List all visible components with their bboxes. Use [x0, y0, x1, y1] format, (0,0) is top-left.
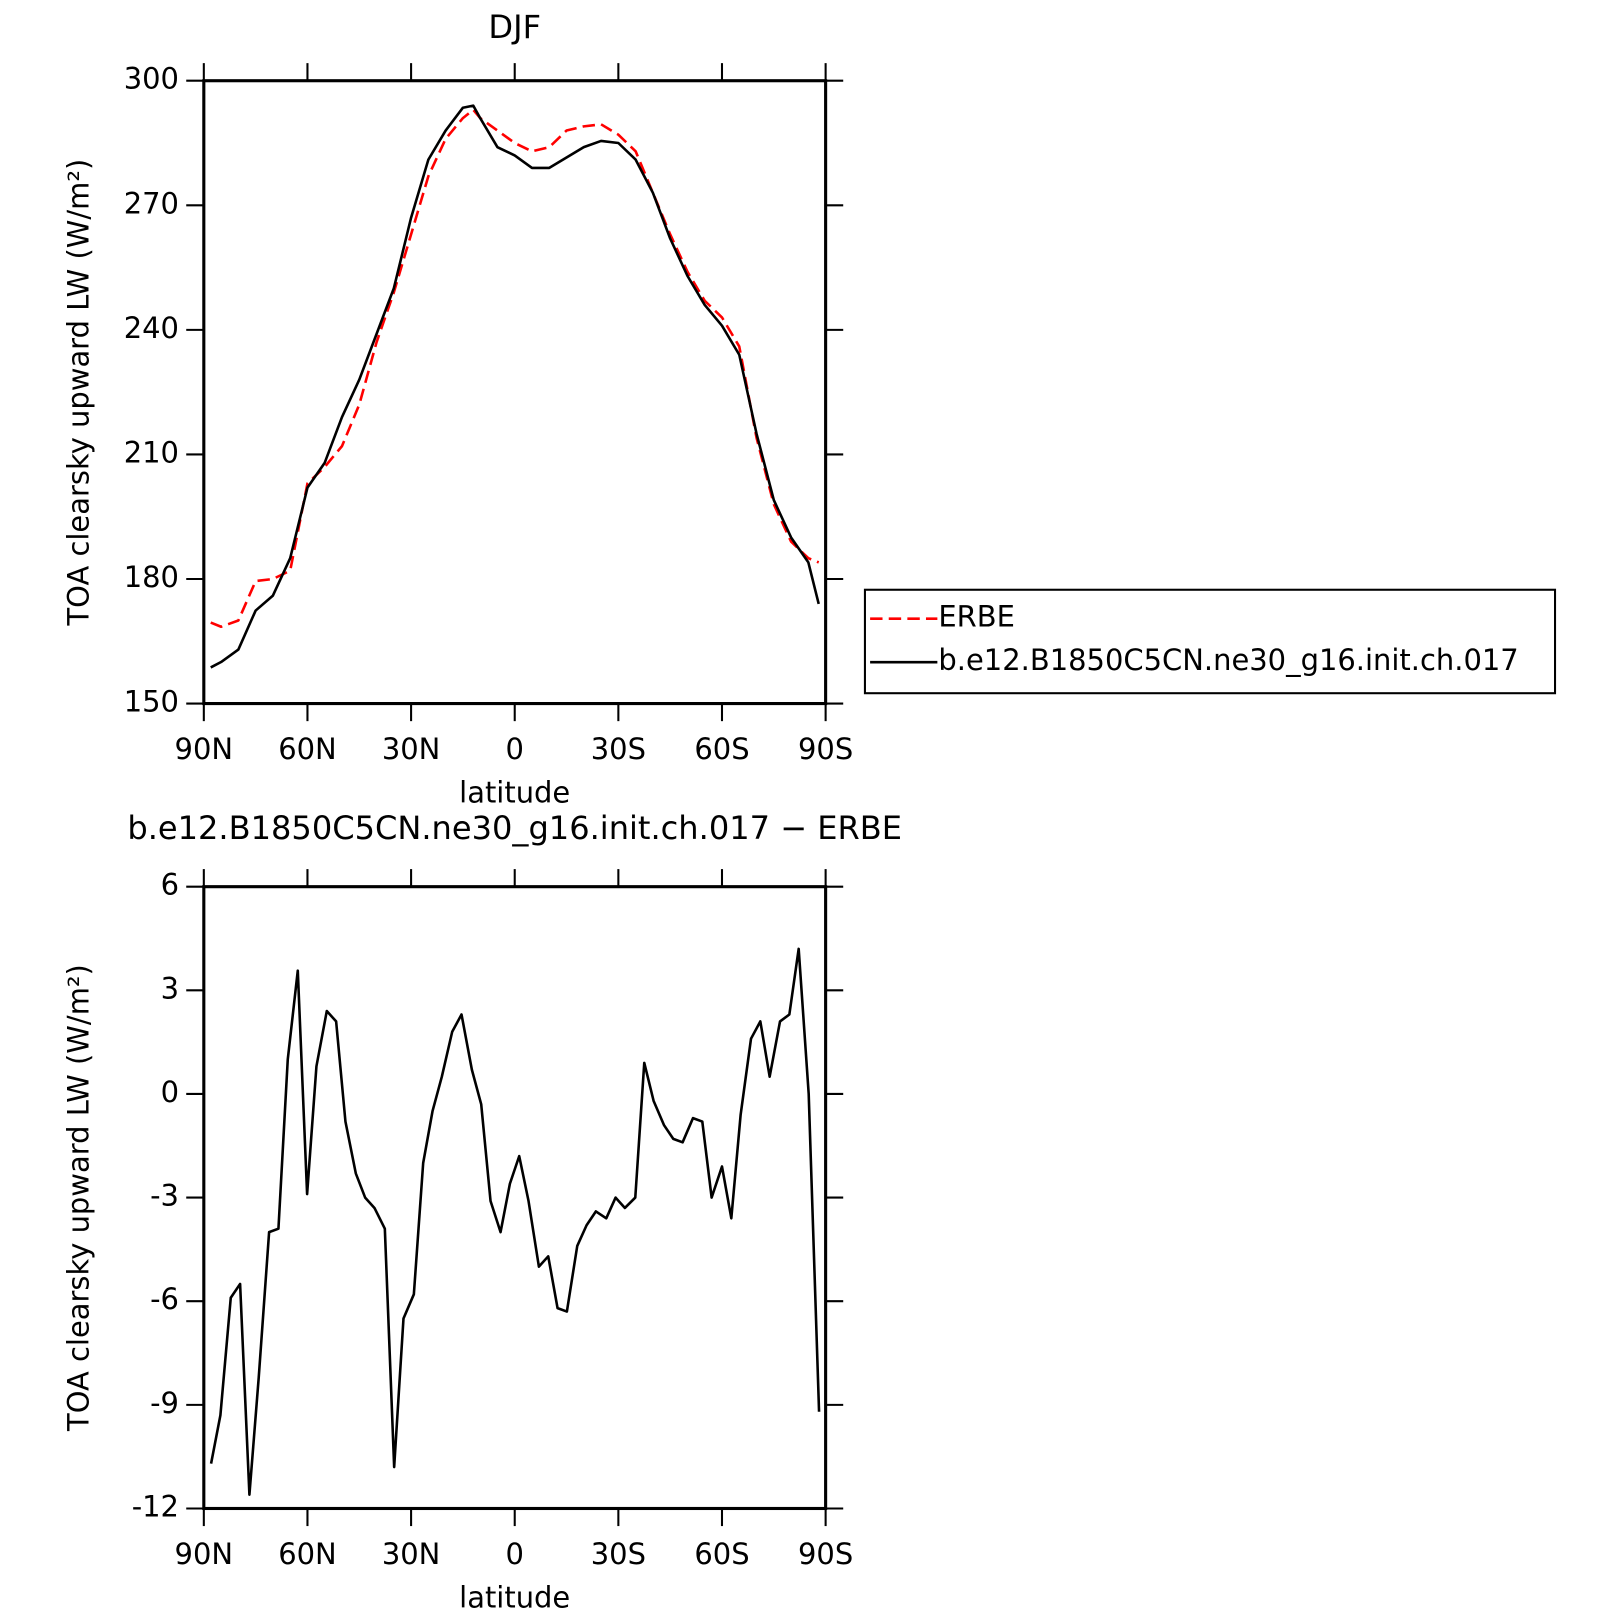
y-tick-label: 0 [161, 1075, 179, 1109]
x-tick-label: 90S [798, 1537, 853, 1571]
x-tick-label: 90N [175, 1537, 234, 1571]
x-tick-label: 30N [382, 1537, 441, 1571]
legend-label: b.e12.B1850C5CN.ne30_g16.init.ch.017 [938, 643, 1518, 677]
legend: ERBE b.e12.B1850C5CN.ne30_g16.init.ch.017 [863, 588, 1557, 695]
legend-label: ERBE [938, 600, 1015, 634]
legend-box [863, 588, 1557, 695]
y-tick-label: 300 [124, 62, 179, 96]
y-tick-label: 270 [124, 186, 179, 220]
x-axis-label: latitude [459, 1581, 570, 1613]
y-tick-label: 180 [124, 560, 179, 594]
x-tick-label: 90N [175, 732, 234, 766]
y-tick-label: -6 [150, 1282, 179, 1316]
chart-title: b.e12.B1850C5CN.ne30_g16.init.ch.017 − E… [127, 809, 902, 847]
x-tick-label: 0 [506, 1537, 524, 1571]
y-tick-label: 240 [124, 311, 179, 345]
x-tick-label: 90S [798, 732, 853, 766]
y-axis-label: TOA clearsky upward LW (W/m²) [62, 159, 96, 627]
data-line [209, 947, 821, 1496]
x-tick-label: 30N [382, 732, 441, 766]
y-tick-label: -3 [150, 1179, 179, 1213]
y-tick-label: 3 [161, 971, 179, 1005]
x-tick-label: 60S [694, 732, 749, 766]
x-tick-label: 30S [591, 1537, 646, 1571]
data-line [210, 104, 820, 669]
x-tick-label: 60N [278, 732, 337, 766]
x-tick-label: 60S [694, 1537, 749, 1571]
data-line [210, 108, 820, 629]
y-tick-label: -9 [150, 1386, 179, 1420]
y-tick-label: 210 [124, 435, 179, 469]
x-tick-label: 0 [506, 732, 524, 766]
y-axis-label: TOA clearsky upward LW (W/m²) [62, 964, 96, 1432]
x-axis-label: latitude [459, 776, 570, 810]
y-tick-label: 150 [124, 685, 179, 719]
x-tick-label: 60N [278, 1537, 337, 1571]
y-tick-label: -12 [132, 1489, 179, 1523]
chart-title: DJF [488, 8, 541, 46]
y-tick-label: 6 [161, 868, 179, 902]
plot-frame [202, 79, 828, 706]
x-tick-label: 30S [591, 732, 646, 766]
